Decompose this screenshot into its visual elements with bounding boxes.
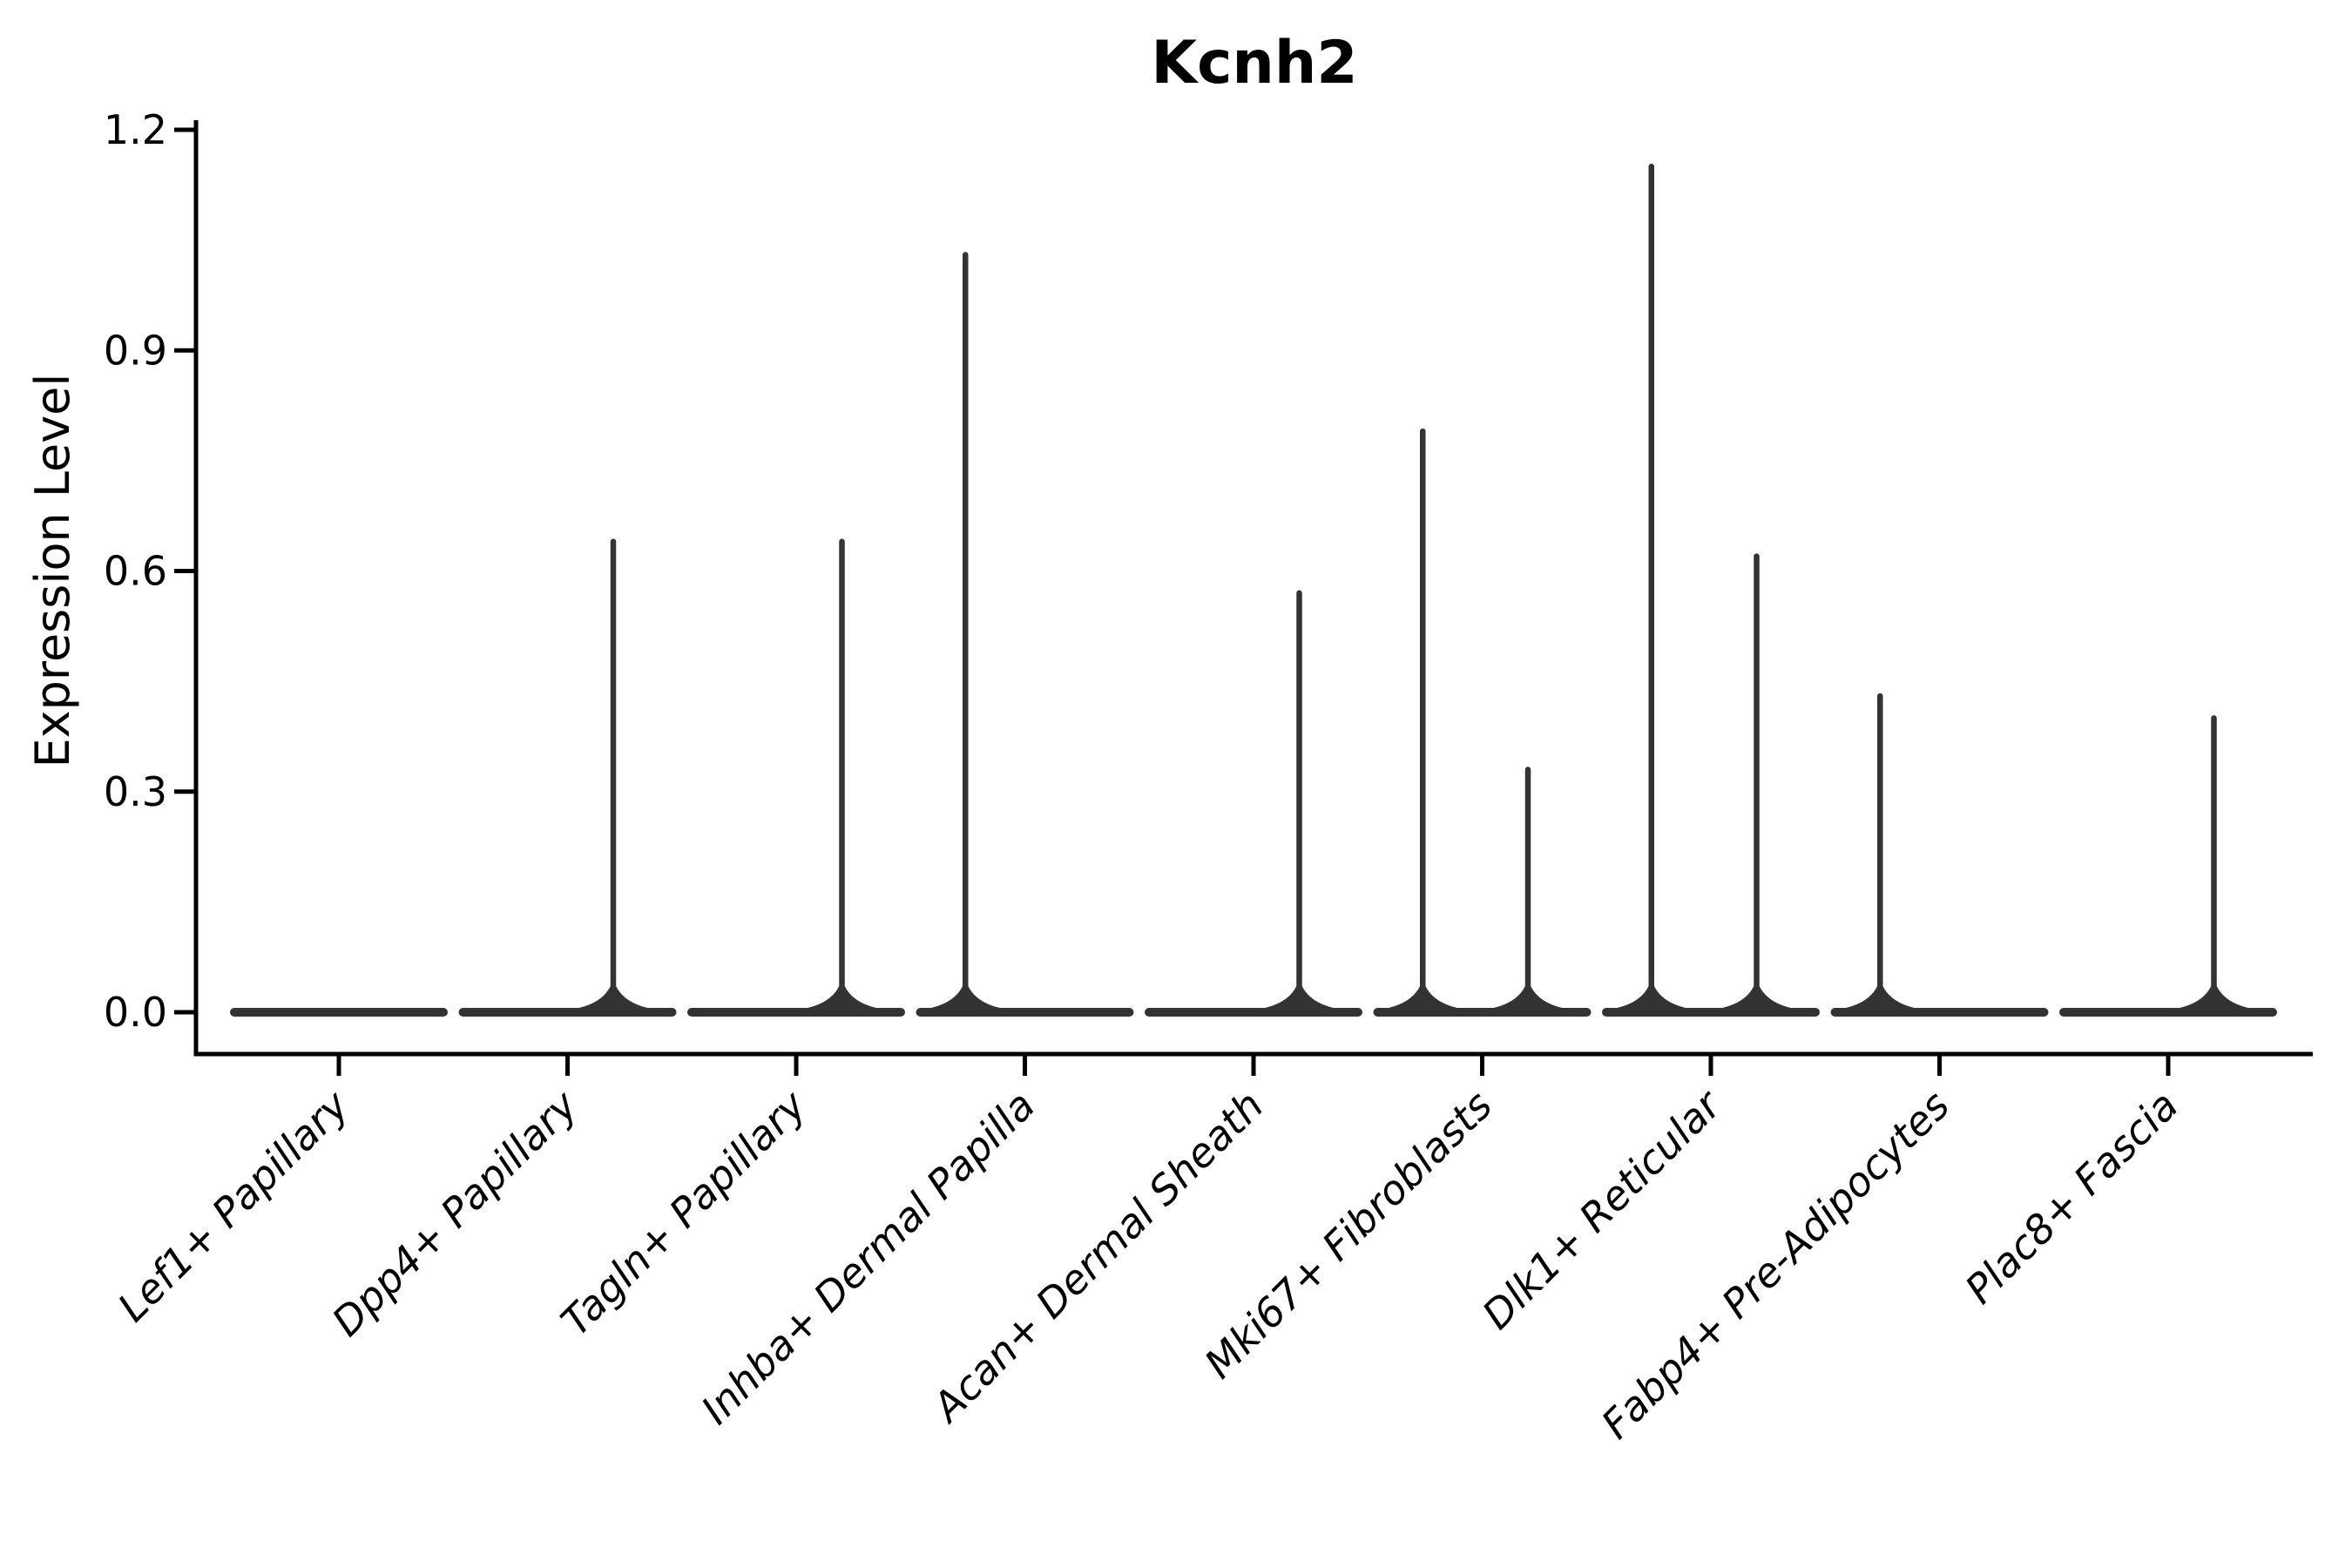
x-tick-label: Dpp4+ Papillary: [323, 1081, 587, 1345]
x-tick-label: Tagln+ Papillary: [551, 1081, 815, 1345]
x-tick-label: Dlk1+ Reticular: [1473, 1079, 1732, 1338]
violin: [687, 538, 905, 1017]
y-tick-label: 0.9: [104, 327, 167, 374]
violin: [458, 538, 677, 1017]
violin: [2059, 715, 2277, 1017]
y-axis-label: Expression Level: [25, 374, 80, 768]
axes: [193, 120, 2313, 1057]
y-tick-label: 0.6: [104, 548, 167, 595]
violin: [1830, 693, 2049, 1017]
violins: [230, 163, 2277, 1017]
y-tick-label: 0.0: [104, 989, 167, 1036]
y-axis-ticks: 0.0 0.3 0.6 0.9 1.2: [104, 106, 196, 1036]
y-tick-label: 0.3: [104, 768, 167, 815]
violin: [916, 252, 1134, 1017]
x-tick-label: Lef1+ Papillary: [109, 1081, 358, 1330]
x-tick-label: Plac8+ Fascia: [1956, 1082, 2186, 1313]
violin: [1373, 428, 1592, 1017]
violin: [1145, 590, 1362, 1017]
y-tick-label: 1.2: [104, 106, 167, 153]
chart-title: Kcnh2: [1151, 29, 1357, 98]
violin: [1602, 163, 1820, 1017]
